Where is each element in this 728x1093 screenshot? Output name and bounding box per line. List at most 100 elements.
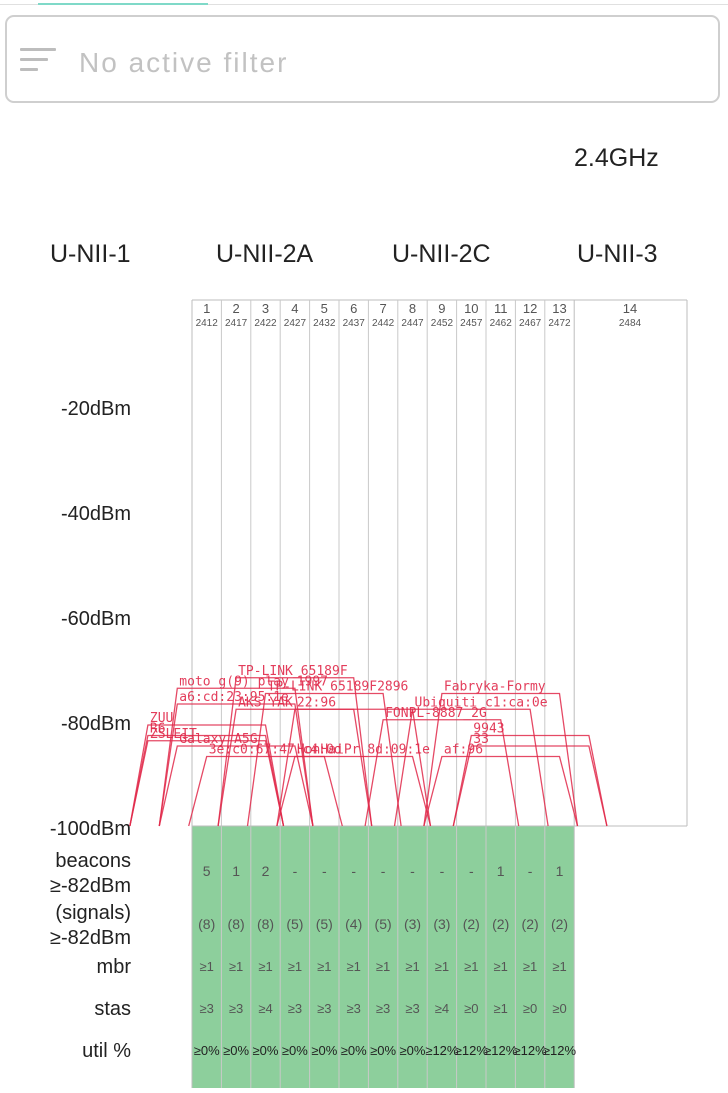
util-cell: ≥0%: [194, 1043, 220, 1058]
filter-placeholder[interactable]: No active filter: [79, 47, 289, 78]
network-ssid-label: af:96: [444, 743, 483, 758]
mbr-cell: ≥1: [229, 959, 243, 974]
row-label-threshold: ≥-82dBm: [49, 927, 131, 949]
beacons-cell: -: [322, 863, 327, 879]
beacons-cell: -: [440, 863, 445, 879]
network-ssid-label: 9943: [473, 722, 504, 737]
network-signal-shape: [423, 755, 579, 827]
mbr-cell: ≥1: [347, 959, 361, 974]
network-ssid-label: 33: [473, 732, 489, 747]
channel-number-label: 2: [232, 301, 239, 316]
network-signal-shape: [276, 755, 432, 827]
unii-2a-label: U-NII-2A: [216, 240, 314, 268]
channel-frequency-label: 2432: [313, 318, 336, 329]
mbr-cell: ≥1: [317, 959, 331, 974]
signals-cell: (3): [433, 916, 450, 932]
network-signal-shape: [452, 734, 608, 827]
row-label-mbr: mbr: [96, 956, 131, 978]
beacons-cell: -: [528, 863, 533, 879]
signals-cell: (8): [257, 916, 274, 932]
stas-cell: ≥3: [347, 1001, 361, 1016]
network-signal-shape: [217, 708, 373, 827]
network-signal-shape: [423, 692, 579, 827]
network-ssid-label: ZUU: [150, 711, 173, 726]
row-label-threshold: ≥-82dBm: [49, 875, 131, 897]
signals-cell: (3): [404, 916, 421, 932]
mbr-cell: ≥1: [523, 959, 537, 974]
y-tick-label: -20dBm: [60, 398, 131, 420]
signals-cell: (2): [492, 916, 509, 932]
channel-frequency-label: 2484: [619, 318, 642, 329]
channel-number-label: 9: [438, 301, 445, 316]
filter-bar[interactable]: No active filter: [5, 15, 720, 103]
unii-1-label: U-NII-1: [50, 240, 131, 268]
mbr-cell: ≥1: [405, 959, 419, 974]
stas-cell: ≥3: [376, 1001, 390, 1016]
network-ssid-label: TP-LINK_65189F: [238, 664, 348, 679]
channel-number-label: 11: [494, 301, 508, 316]
util-cell: ≥0%: [370, 1043, 396, 1058]
network-signal-shape: [129, 724, 285, 827]
util-cell: ≥0%: [341, 1043, 367, 1058]
network-ssid-label: 3e:c0:67:47:c4:0d: [209, 743, 342, 758]
y-tick-label: -80dBm: [60, 713, 131, 735]
signals-cell: (2): [463, 916, 480, 932]
util-cell: ≥0%: [253, 1043, 279, 1058]
signals-cell: (8): [228, 916, 245, 932]
channel-number-label: 12: [523, 301, 537, 316]
signals-cell: (8): [198, 916, 215, 932]
network-ssid-label: 22:96: [297, 695, 336, 710]
network-signal-shape: [158, 703, 314, 827]
util-cell: ≥12%: [425, 1043, 459, 1058]
network-ssid-label: HonHaiPr_8d:09:1e: [297, 743, 430, 758]
network-ssid-label: a6:cd:23:95:1e: [179, 690, 289, 705]
stas-cell: ≥3: [229, 1001, 243, 1016]
channel-number-label: 5: [321, 301, 328, 316]
mbr-cell: ≥1: [464, 959, 478, 974]
stas-cell: ≥0: [464, 1001, 478, 1016]
channel-number-label: 10: [464, 301, 478, 316]
network-ssid-label: Galaxy A5G: [179, 732, 257, 747]
stats-table-background: [192, 826, 575, 1088]
network-signal-shape: [158, 745, 314, 827]
beacons-cell: 1: [556, 863, 564, 879]
channel-frequency-label: 2447: [401, 318, 424, 329]
stas-cell: ≥1: [494, 1001, 508, 1016]
channel-frequency-label: 2442: [372, 318, 395, 329]
beacons-cell: 1: [232, 863, 240, 879]
network-signal-shape: [393, 708, 549, 827]
signals-cell: (2): [551, 916, 568, 932]
util-cell: ≥12%: [455, 1043, 489, 1058]
stas-cell: ≥0: [552, 1001, 566, 1016]
beacons-cell: -: [410, 863, 415, 879]
mbr-cell: ≥1: [376, 959, 390, 974]
network-signal-shape: [246, 692, 402, 827]
stas-cell: ≥3: [317, 1001, 331, 1016]
network-ssid-label: ZSLEIT: [150, 727, 197, 742]
filter-list-icon[interactable]: [20, 45, 56, 75]
network-signal-shape: [452, 745, 608, 827]
network-ssid-label: moto g(9) play 1997: [179, 674, 328, 689]
network-ssid-label: FONPL-8887_2G: [385, 706, 487, 721]
network-signal-shape: [188, 755, 343, 827]
beacons-cell: 1: [497, 863, 505, 879]
network-ssid-label: Ubiquiti_c1:ca:0e: [415, 695, 548, 710]
channel-frequency-label: 2417: [225, 318, 248, 329]
network-ssid-label: R6: [150, 722, 166, 737]
channel-number-label: 6: [350, 301, 357, 316]
util-cell: ≥12%: [543, 1043, 577, 1058]
unii-3-label: U-NII-3: [577, 240, 658, 268]
channel-frequency-label: 2437: [343, 318, 366, 329]
util-cell: ≥0%: [311, 1043, 337, 1058]
network-ssid-label: AKS_YAK: [238, 695, 293, 710]
row-label-util: util %: [82, 1040, 131, 1062]
channel-frequency-label: 2462: [490, 318, 513, 329]
mbr-cell: ≥1: [258, 959, 272, 974]
signals-cell: (5): [286, 916, 303, 932]
top-divider: [0, 4, 728, 5]
network-signal-shape: [217, 677, 373, 827]
channel-frequency-label: 2457: [460, 318, 483, 329]
y-tick-label: -40dBm: [60, 503, 131, 525]
util-cell: ≥0%: [223, 1043, 249, 1058]
util-cell: ≥12%: [484, 1043, 518, 1058]
